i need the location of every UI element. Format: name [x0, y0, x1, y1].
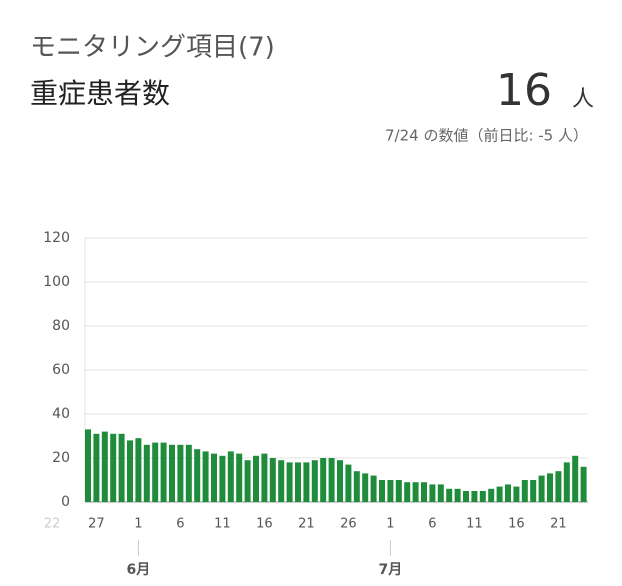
- bar: [345, 464, 352, 502]
- bar: [404, 482, 411, 502]
- y-tick-label: 40: [52, 406, 70, 422]
- bar: [337, 460, 343, 502]
- bar: [185, 444, 192, 502]
- bar: [236, 453, 243, 502]
- bar: [555, 471, 562, 502]
- x-tick-label: 11: [214, 517, 231, 532]
- bar: [194, 449, 201, 502]
- bar: [160, 442, 167, 502]
- chart-title: モニタリング項目(7): [30, 33, 275, 63]
- bar: [202, 451, 209, 502]
- bar: [379, 480, 385, 502]
- bar: [563, 462, 570, 502]
- x-tick-label: 27: [88, 517, 105, 532]
- bar: [505, 484, 511, 502]
- x-tick-label: 21: [550, 517, 567, 532]
- bar: [395, 480, 402, 502]
- bar: [328, 458, 335, 502]
- x-tick-label: 1: [386, 517, 394, 532]
- bar: [421, 482, 427, 502]
- x-tick-label: 26: [340, 517, 357, 532]
- bar: [446, 488, 453, 502]
- bar: [538, 475, 545, 502]
- bar: [429, 484, 436, 502]
- clipped-x-label: 22: [44, 517, 61, 532]
- y-tick-label: 80: [52, 318, 70, 334]
- bar: [387, 480, 394, 502]
- bar: [110, 433, 117, 502]
- bar: [370, 475, 377, 502]
- bar: [101, 431, 108, 502]
- bar: [471, 491, 478, 502]
- month-label: 6月: [127, 562, 151, 578]
- bar: [278, 460, 285, 502]
- y-tick-label: 120: [43, 230, 70, 246]
- bar: [127, 440, 133, 502]
- bar: [143, 444, 150, 502]
- bar: [547, 473, 553, 502]
- x-tick-label: 6: [176, 517, 184, 532]
- bar: [521, 480, 528, 502]
- y-tick-label: 60: [52, 362, 70, 378]
- headline-unit: 人: [572, 87, 594, 112]
- bar: [362, 473, 369, 502]
- bar: [244, 460, 251, 502]
- bar: [530, 480, 537, 502]
- x-tick-label: 16: [508, 517, 525, 532]
- bar: [572, 455, 579, 502]
- bar: [295, 462, 301, 502]
- bar: [177, 444, 184, 502]
- bar: [479, 491, 486, 502]
- bar: [496, 486, 503, 502]
- bar: [253, 455, 259, 502]
- y-tick-label: 20: [52, 450, 70, 466]
- headline-value: 16: [496, 65, 552, 116]
- bar: [286, 462, 293, 502]
- bar: [454, 488, 461, 502]
- x-tick-label: 21: [298, 517, 315, 532]
- month-label: 7月: [379, 562, 403, 578]
- bar: [463, 491, 469, 502]
- x-tick-label: 1: [134, 517, 142, 532]
- y-tick-label: 100: [43, 274, 70, 290]
- bar: [227, 451, 234, 502]
- x-tick-label: 11: [466, 517, 483, 532]
- bar: [211, 453, 217, 502]
- bar: [412, 482, 419, 502]
- bar: [261, 453, 268, 502]
- bar: [303, 462, 310, 502]
- bar: [135, 438, 142, 502]
- bar: [118, 433, 125, 502]
- bar: [513, 486, 520, 502]
- bar: [353, 471, 360, 502]
- bar: [152, 442, 159, 502]
- bar: [219, 455, 226, 502]
- bar: [93, 433, 100, 502]
- bar: [85, 429, 91, 502]
- bar: [311, 460, 318, 502]
- x-tick-label: 16: [256, 517, 273, 532]
- bar: [580, 466, 587, 502]
- bar: [269, 458, 276, 502]
- bar: [488, 488, 495, 502]
- bar: [320, 458, 327, 502]
- chart-subtitle: 重症患者数: [30, 77, 170, 110]
- note: 7/24 の数値（前日比: -5 人）: [385, 127, 588, 145]
- bar: [437, 484, 444, 502]
- bar: [169, 444, 175, 502]
- y-tick-label: 0: [61, 494, 70, 510]
- x-tick-label: 6: [428, 517, 436, 532]
